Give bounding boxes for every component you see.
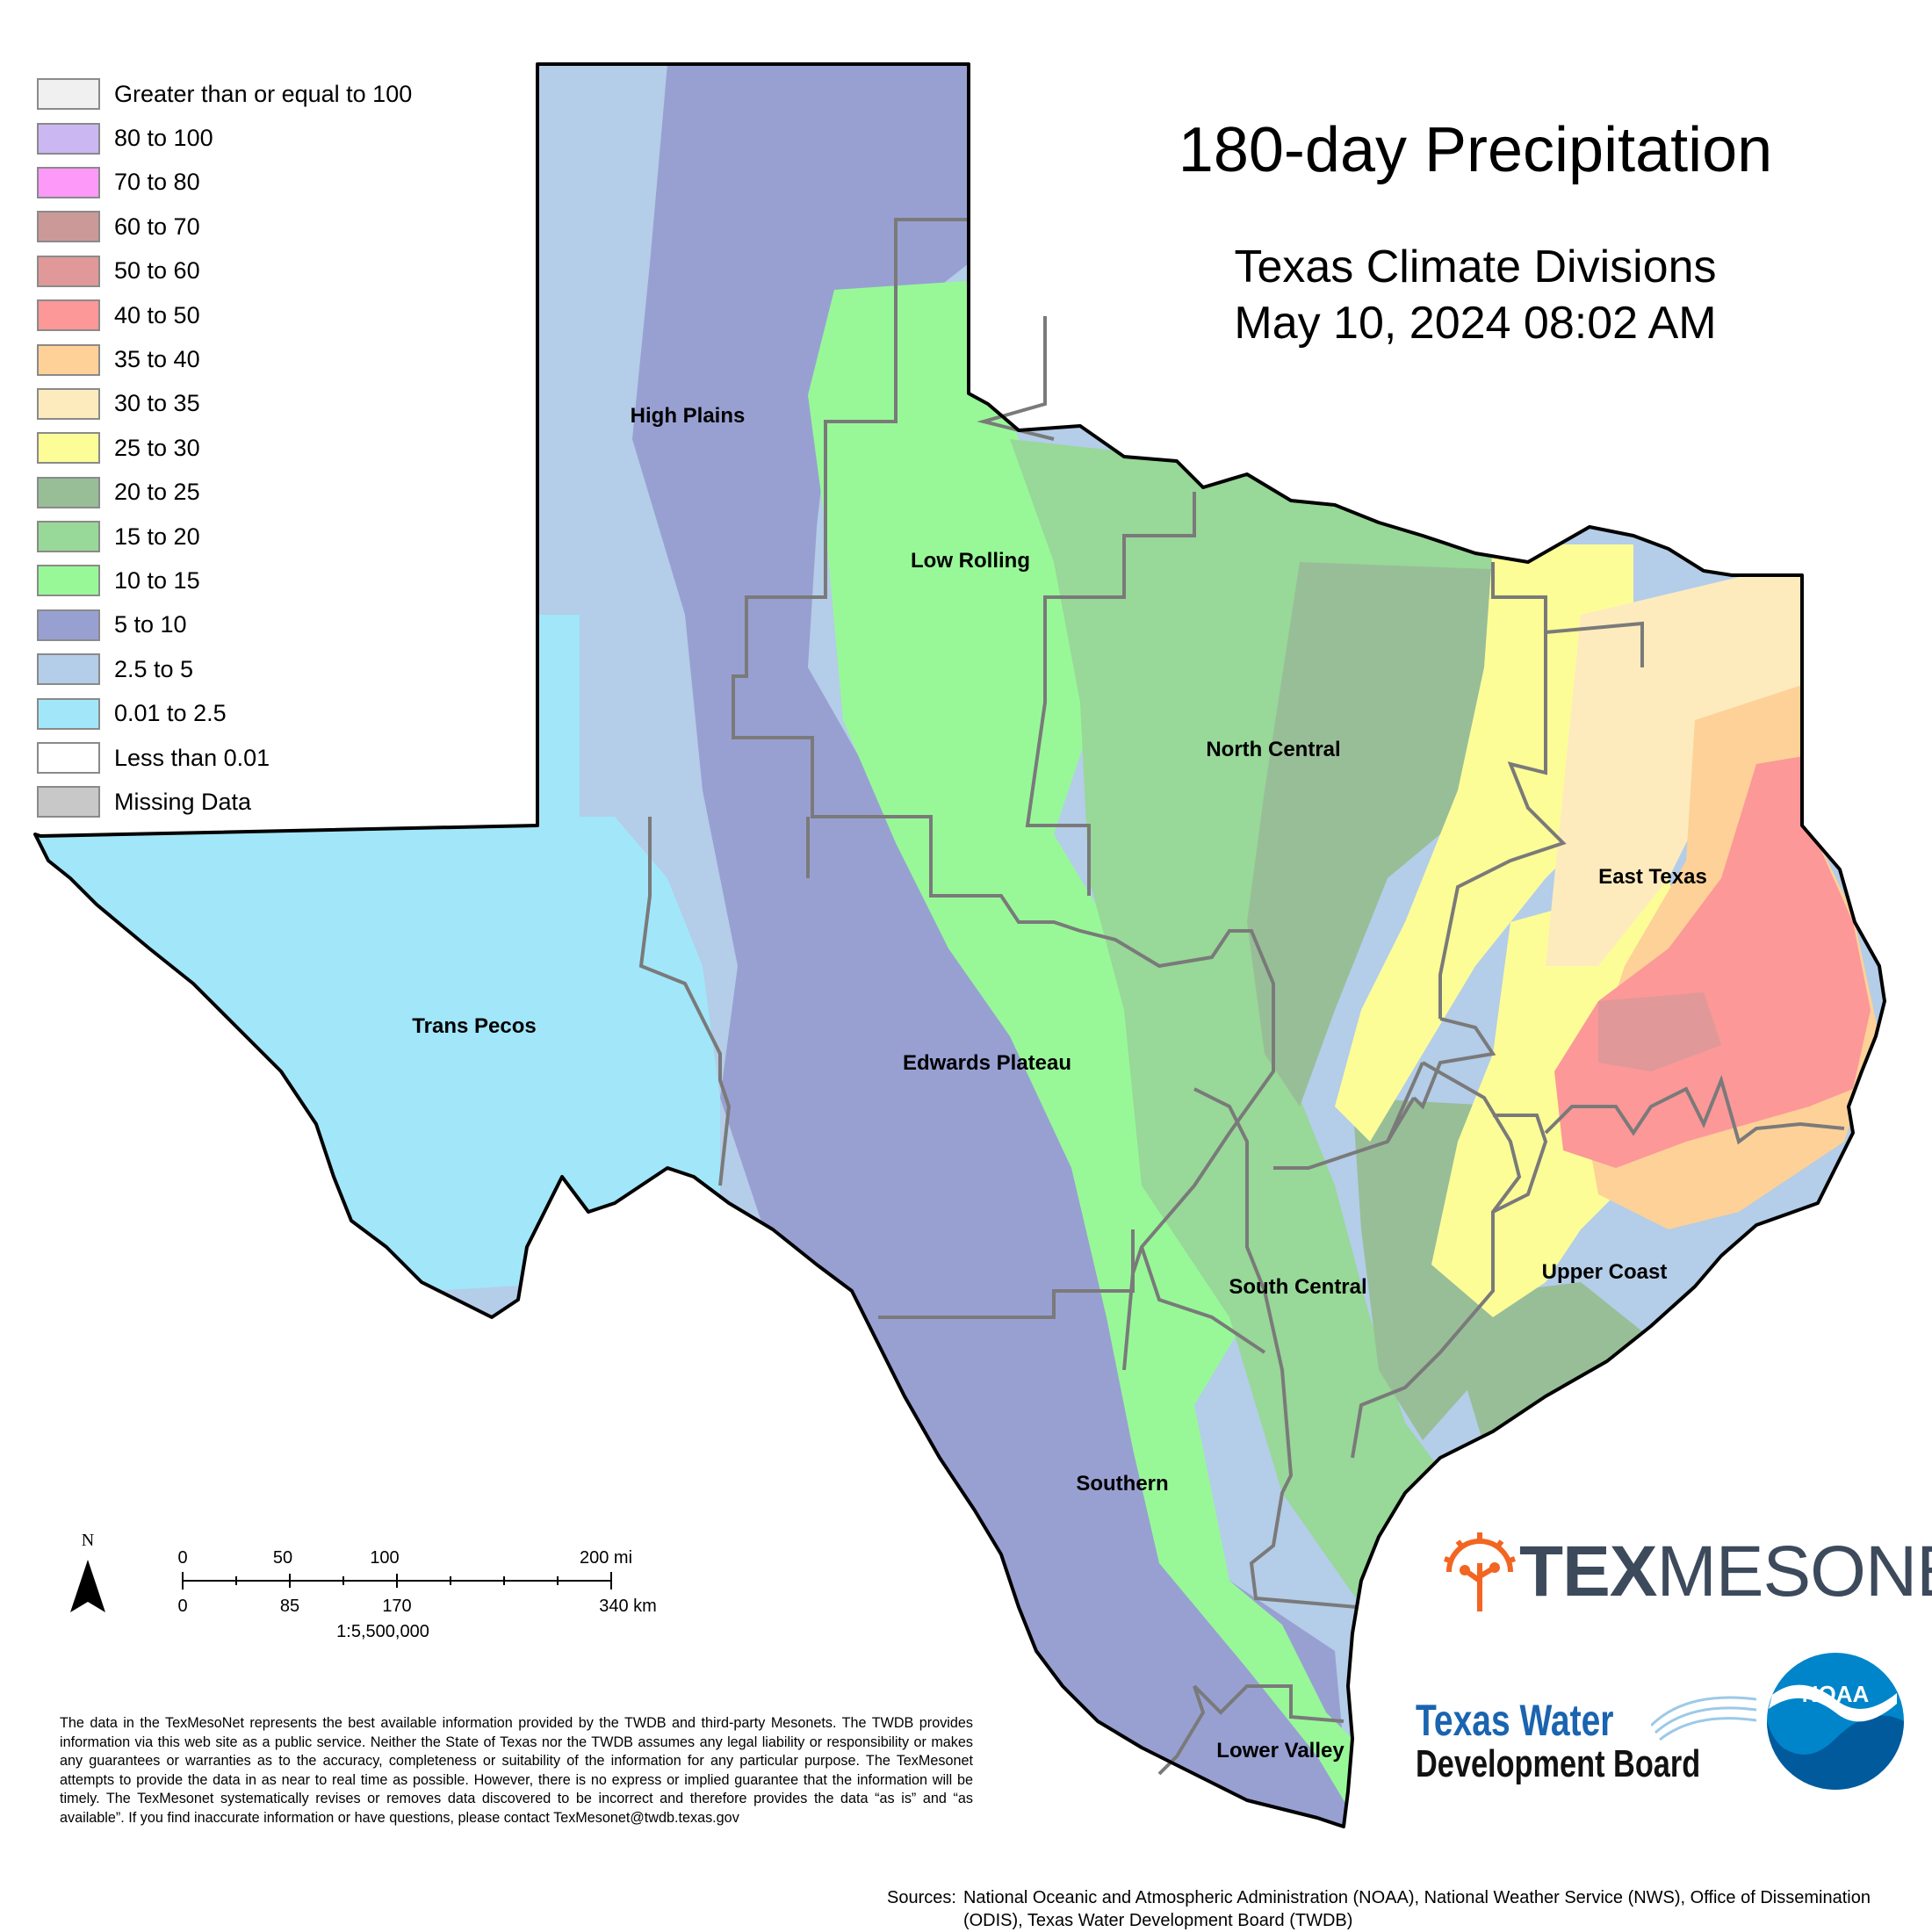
legend-swatch (37, 166, 100, 198)
legend-swatch (37, 742, 100, 775)
legend-label: 30 to 35 (114, 390, 200, 417)
legend-label: 80 to 100 (114, 125, 213, 152)
scale-km-170: 170 (382, 1597, 411, 1616)
legend-swatch (37, 786, 100, 818)
legend-item: 80 to 100 (37, 116, 412, 160)
legend-item: 10 to 15 (37, 559, 412, 602)
north-label: N (82, 1531, 94, 1550)
division-label-lower-valley: Lower Valley (1216, 1739, 1344, 1763)
water-waves-icon (1651, 1696, 1756, 1741)
map-subtitle: Texas Climate Divisions May 10, 2024 08:… (1054, 239, 1897, 351)
twdb-line1: Texas Water (1416, 1696, 1614, 1745)
texmesonet-bold: TEX (1519, 1532, 1657, 1611)
division-label-high-plains: High Plains (630, 404, 746, 428)
legend-item: 0.01 to 2.5 (37, 691, 412, 735)
legend-label: 50 to 60 (114, 257, 200, 285)
sources: Sources: National Oceanic and Atmospheri… (887, 1886, 1871, 1932)
legend-item: 40 to 50 (37, 293, 412, 337)
legend-label: 0.01 to 2.5 (114, 700, 227, 727)
sources-label: Sources: (887, 1888, 956, 1907)
legend-swatch (37, 122, 100, 155)
division-label-east-texas: East Texas (1598, 865, 1707, 889)
legend-swatch (37, 432, 100, 465)
legend-swatch (37, 653, 100, 686)
legend-item: 60 to 70 (37, 205, 412, 249)
legend-label: 2.5 to 5 (114, 655, 194, 682)
noaa-text: NOAA (1802, 1681, 1870, 1707)
legend-item: 2.5 to 5 (37, 647, 412, 691)
legend-label: 15 to 20 (114, 523, 200, 550)
legend-swatch (37, 697, 100, 730)
legend-label: Less than 0.01 (114, 744, 270, 771)
legend-swatch (37, 299, 100, 332)
division-label-upper-coast: Upper Coast (1541, 1260, 1668, 1284)
legend-label: 40 to 50 (114, 301, 200, 328)
scale-km-0: 0 (177, 1597, 187, 1616)
division-label-edwards-plateau: Edwards Plateau (902, 1051, 1072, 1075)
legend-item: 35 to 40 (37, 337, 412, 381)
legend-item: 30 to 35 (37, 382, 412, 426)
legend-item: 15 to 20 (37, 515, 412, 559)
subtitle-region: Texas Climate Divisions (1234, 242, 1717, 292)
disclaimer-text: The data in the TexMesoNet represents th… (60, 1715, 973, 1826)
legend-item: Greater than or equal to 100 (37, 72, 412, 116)
legend-label: 35 to 40 (114, 346, 200, 373)
legend-label: Missing Data (114, 788, 252, 815)
division-label-north-central: North Central (1206, 738, 1341, 761)
map-title: 180-day Precipitation (1178, 115, 1773, 185)
texmesonet-light: MESONET (1656, 1532, 1932, 1611)
twdb-line2: Development Board (1416, 1742, 1701, 1785)
division-label-trans-pecos: Trans Pecos (412, 1014, 537, 1038)
scale-mi-50: 50 (273, 1548, 292, 1568)
legend-item: 25 to 30 (37, 426, 412, 470)
legend-label: 70 to 80 (114, 169, 200, 196)
legend: Greater than or equal to 100 80 to 100 70 … (37, 72, 412, 825)
legend-item: 50 to 60 (37, 249, 412, 293)
legend-label: Greater than or equal to 100 (114, 80, 413, 107)
legend-label: 20 to 25 (114, 479, 200, 506)
legend-label: 10 to 15 (114, 566, 200, 594)
scale-bar: N 0 50 100 200 mi 0 85 170 340 km 1:5,50… (70, 1531, 657, 1641)
texmesonet-logo: TEXMESONET (1440, 1528, 1932, 1616)
scale-km-85: 85 (280, 1597, 299, 1616)
legend-swatch (37, 387, 100, 420)
division-label-southern: Southern (1076, 1472, 1169, 1496)
scale-km-340: 340 km (599, 1597, 657, 1616)
noaa-logo: NOAA (1767, 1653, 1904, 1790)
twdb-logo: Texas Water Development Board (1416, 1695, 1781, 1786)
scale-mi-200: 200 mi (580, 1548, 632, 1568)
division-label-low-rolling: Low Rolling (911, 549, 1030, 573)
legend-label: 25 to 30 (114, 434, 200, 461)
scale-mi-100: 100 (370, 1548, 399, 1568)
legend-swatch (37, 476, 100, 508)
north-arrow-icon (70, 1560, 88, 1612)
legend-swatch (37, 78, 100, 111)
sources-text: National Oceanic and Atmospheric Adminis… (962, 1888, 1871, 1930)
legend-item: 20 to 25 (37, 471, 412, 515)
legend-swatch (37, 521, 100, 553)
legend-swatch (37, 255, 100, 287)
scale-mi-0: 0 (177, 1548, 187, 1568)
legend-item: 5 to 10 (37, 603, 412, 647)
legend-label: 5 to 10 (114, 611, 187, 638)
sun-tree-icon (1444, 1532, 1516, 1611)
legend-swatch (37, 609, 100, 641)
legend-item: 70 to 80 (37, 161, 412, 205)
legend-label: 60 to 70 (114, 213, 200, 240)
legend-item: Missing Data (37, 780, 412, 824)
legend-swatch (37, 565, 100, 597)
division-label-south-central: South Central (1229, 1275, 1367, 1299)
legend-swatch (37, 211, 100, 243)
legend-swatch (37, 343, 100, 376)
subtitle-datetime: May 10, 2024 08:02 AM (1234, 298, 1717, 349)
legend-item: Less than 0.01 (37, 736, 412, 780)
scale-ratio: 1:5,500,000 (336, 1622, 429, 1641)
texmesonet-wordmark: TEXMESONET (1519, 1531, 1932, 1613)
